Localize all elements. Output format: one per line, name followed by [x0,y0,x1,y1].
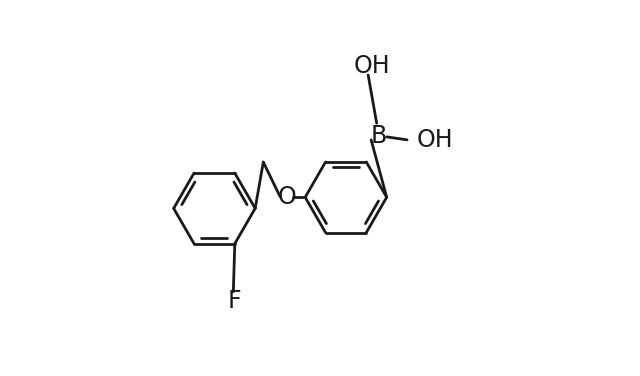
Text: OH: OH [353,54,390,78]
Text: O: O [277,185,296,209]
Text: F: F [227,289,241,313]
Text: OH: OH [416,128,453,152]
Text: B: B [371,124,387,148]
